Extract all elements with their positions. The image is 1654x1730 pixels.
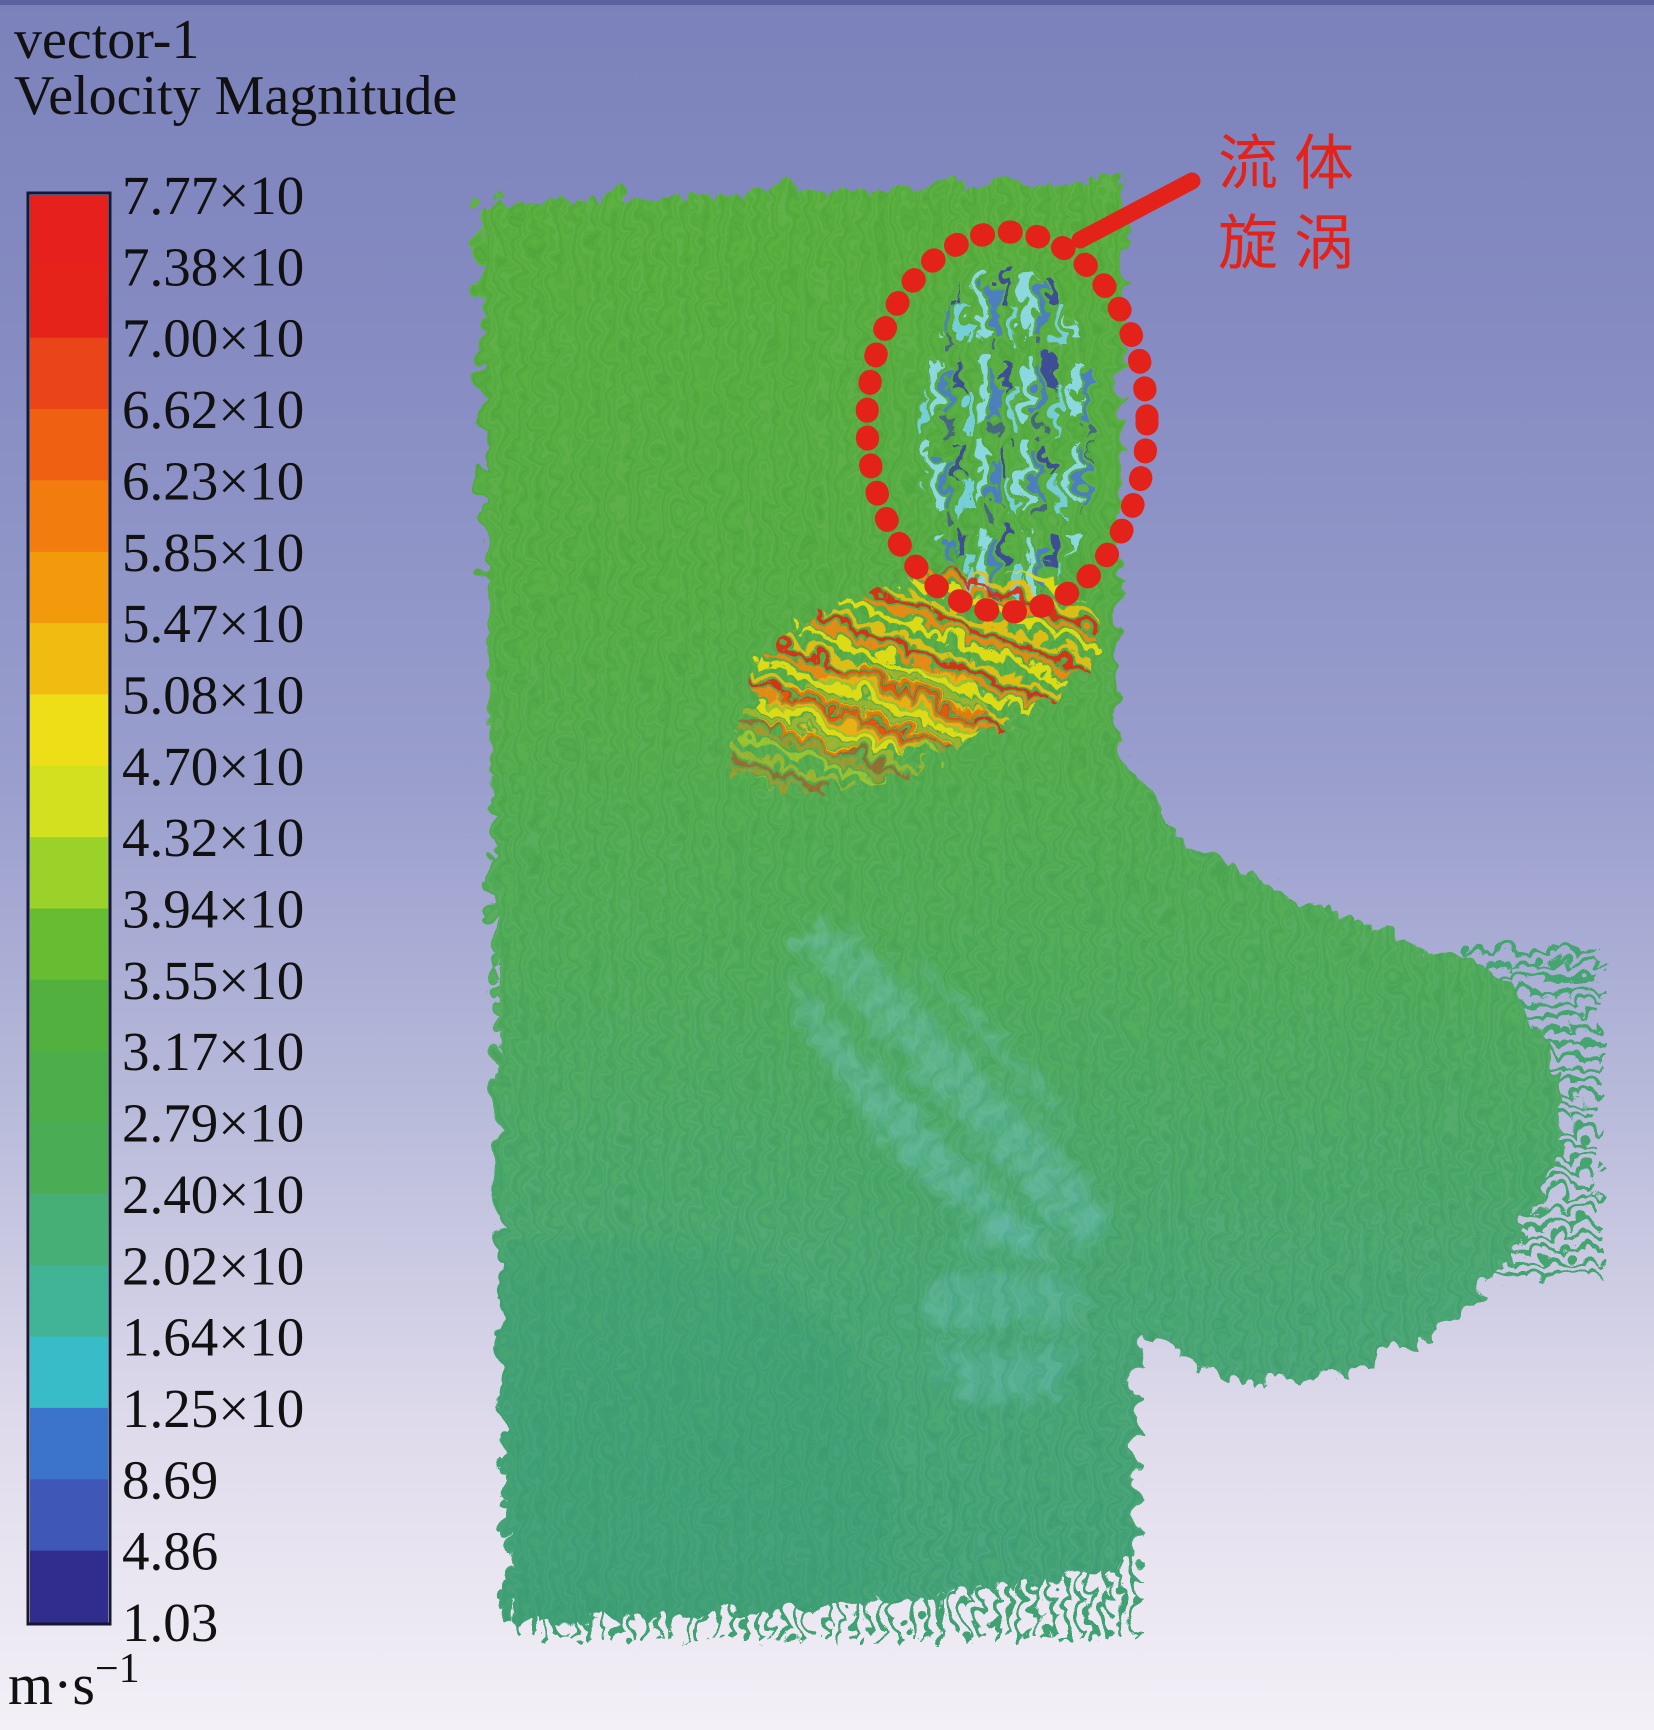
legend-color-swatch xyxy=(30,1407,108,1480)
legend-color-swatch xyxy=(30,551,108,624)
legend-color-swatch xyxy=(30,694,108,767)
legend-tick-label: 7.00×10 xyxy=(122,308,304,369)
legend-color-swatch xyxy=(30,1193,108,1266)
legend-color-swatch xyxy=(30,1051,108,1124)
legend-color-swatch xyxy=(30,1550,108,1623)
legend-tick-label: 6.23×10 xyxy=(122,450,304,511)
annotation-text-line1: 流体 xyxy=(1218,129,1370,199)
legend-tick-label: 3.17×10 xyxy=(122,1021,304,1082)
legend-color-swatch xyxy=(30,337,108,410)
annotation-leader-line xyxy=(1071,172,1201,249)
legend-color-swatch xyxy=(30,765,108,838)
legend-color-swatch xyxy=(30,1336,108,1409)
legend-color-swatch xyxy=(30,979,108,1052)
legend-tick-label: 1.25×10 xyxy=(122,1378,304,1439)
legend-tick-label: 2.40×10 xyxy=(122,1164,304,1225)
plot-title: vector-1 xyxy=(14,9,199,71)
colorbar-tick-labels: 7.77×10 7.38×10 7.00×10 6.62×10 6.23×10 5.85×… xyxy=(122,165,304,1653)
legend-tick-label: 1.64×10 xyxy=(122,1307,304,1368)
legend-color-swatch xyxy=(30,1122,108,1195)
junction-streak-band xyxy=(782,919,1098,1251)
legend-tick-label: 3.94×10 xyxy=(122,879,304,940)
legend-tick-label: 5.08×10 xyxy=(122,664,304,725)
legend-color-swatch xyxy=(30,623,108,696)
annotation-text-line2: 旋涡 xyxy=(1218,209,1370,279)
legend-tick-label: 1.03 xyxy=(122,1592,218,1653)
unit-base: m·s xyxy=(8,1652,95,1717)
legend-tick-label: 2.02×10 xyxy=(122,1235,304,1296)
legend-color-swatch xyxy=(30,195,108,268)
legend-tick-label: 4.70×10 xyxy=(122,736,304,797)
colorbar-legend: 7.77×10 7.38×10 7.00×10 6.62×10 6.23×10 5.85×… xyxy=(8,165,304,1717)
colorbar-border xyxy=(26,191,112,1626)
legend-color-swatch xyxy=(30,266,108,339)
legend-color-swatch xyxy=(30,837,108,910)
legend-tick-label: 7.38×10 xyxy=(122,236,304,297)
colorbar-unit-label: m·s−1 xyxy=(8,1646,140,1717)
legend-tick-label: 5.47×10 xyxy=(122,593,304,654)
legend-tick-label: 7.77×10 xyxy=(122,165,304,226)
high-velocity-band-fringe xyxy=(722,657,978,783)
colorbar-swatches xyxy=(30,195,108,1623)
legend-tick-label: 6.62×10 xyxy=(122,379,304,440)
legend-tick-label: 4.32×10 xyxy=(122,807,304,868)
legend-tick-label: 8.69 xyxy=(122,1449,218,1510)
legend-color-swatch xyxy=(30,1265,108,1338)
unit-superscript: −1 xyxy=(95,1646,140,1692)
vortex-circle-annotation xyxy=(855,220,1159,624)
legend-color-swatch xyxy=(30,409,108,482)
vortex-low-velocity-region xyxy=(912,258,1088,598)
legend-tick-label: 5.85×10 xyxy=(122,522,304,583)
legend-color-swatch xyxy=(30,908,108,981)
junction-low-velocity-streaks xyxy=(782,919,1098,1415)
legend-color-swatch xyxy=(30,480,108,553)
legend-color-swatch xyxy=(30,1479,108,1552)
top-border-strip xyxy=(0,0,1654,5)
legend-tick-label: 2.79×10 xyxy=(122,1093,304,1154)
legend-tick-label: 4.86 xyxy=(122,1521,218,1582)
legend-tick-label: 3.55×10 xyxy=(122,950,304,1011)
junction-streak-patch xyxy=(925,1215,1075,1415)
plot-subtitle: Velocity Magnitude xyxy=(14,65,457,127)
